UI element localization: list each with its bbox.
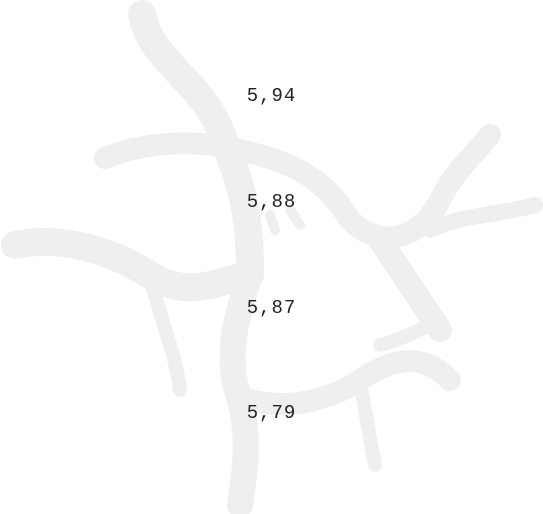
value-text: 5,88 [0,190,543,214]
watermark [0,0,543,514]
value-text: 5,87 [0,296,543,320]
value-text: 5,94 [0,84,543,108]
value-text: 5,79 [0,401,543,425]
page: 5,945,885,875,79 (() => { const data = J… [0,0,543,514]
